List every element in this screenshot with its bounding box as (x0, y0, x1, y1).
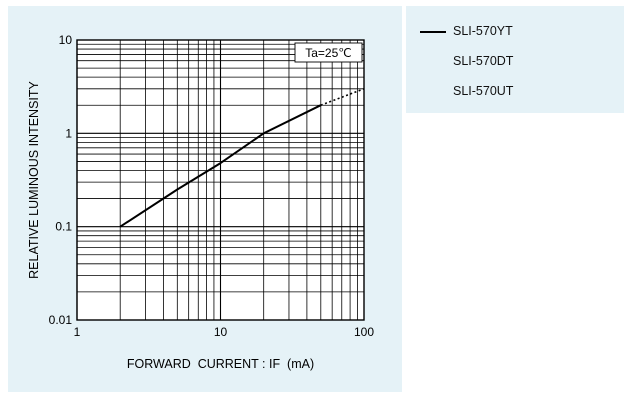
legend-label: SLI-570DT (453, 54, 514, 68)
y-tick-label: 10 (59, 33, 73, 47)
y-tick-label: 0.1 (55, 220, 72, 234)
x-tick-label: 1 (74, 325, 81, 339)
legend-line-swatch (420, 31, 446, 33)
x-tick-label: 100 (354, 325, 374, 339)
plot-frame (76, 39, 365, 321)
y-tick-label: 1 (65, 126, 72, 140)
annotation-text: Ta=25℃ (305, 46, 352, 60)
series-line-sli-570yt (119, 104, 322, 228)
legend-panel: SLI-570YT SLI-570DT SLI-570UT (406, 6, 624, 113)
legend-item-sli-570dt: SLI-570DT (406, 52, 624, 72)
x-axis-label: FORWARD CURRENT : IF (mA) (127, 357, 314, 371)
annotation-box (294, 42, 363, 63)
y-axis-label: RELATIVE LUMINOUS INTENSITY (27, 80, 41, 278)
series-line-extrapolated (320, 88, 365, 106)
x-tick-label: 10 (214, 325, 228, 339)
luminous-intensity-chart: Ta=25℃ 1 10 100 0.01 0.1 1 10 FORWARD CURRENT : … (27, 33, 374, 371)
chart-panel: Ta=25℃ 1 10 100 0.01 0.1 1 10 FORWARD CURRENT : … (8, 6, 402, 392)
legend-item-sli-570yt: SLI-570YT (406, 22, 624, 42)
y-tick-label: 0.01 (49, 313, 73, 327)
legend-item-sli-570ut: SLI-570UT (406, 82, 624, 102)
legend-label: SLI-570UT (453, 84, 514, 98)
legend-label: SLI-570YT (453, 24, 513, 38)
